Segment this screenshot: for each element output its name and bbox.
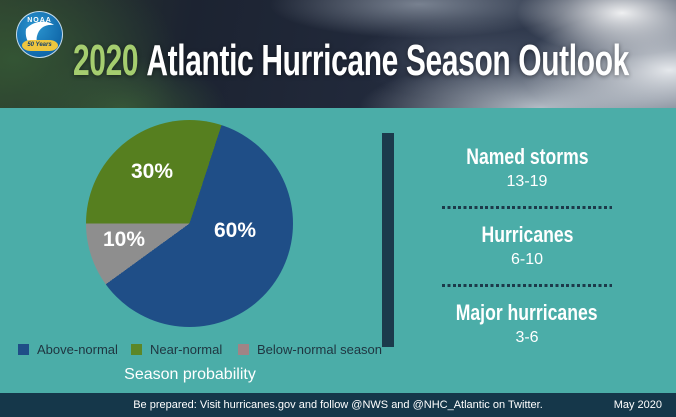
- title-rest: Atlantic Hurricane Season Outlook: [146, 36, 629, 85]
- legend-item-near-normal: Near-normal: [131, 342, 222, 357]
- chart-caption: Season probability: [124, 366, 256, 383]
- page-title: 2020 Atlantic Hurricane Season Outlook: [73, 36, 629, 86]
- noaa-logo: NOAA 50 Years: [16, 11, 63, 58]
- stat-label-hurricanes: Hurricanes: [481, 222, 573, 247]
- legend-label: Below-normal season: [257, 342, 383, 357]
- legend-swatch-below-normal: [238, 344, 249, 355]
- legend-item-below-normal: Below-normal season: [238, 342, 382, 357]
- legend-label: Above-normal: [37, 342, 118, 357]
- legend-label: Near-normal: [150, 342, 223, 357]
- vertical-divider: [382, 133, 394, 347]
- satellite-banner: NOAA 50 Years 2020 Atlantic Hurricane Sea…: [0, 0, 676, 108]
- season-probability-pie-chart: 60% 30% 10%: [86, 120, 293, 327]
- title-year: 2020: [73, 36, 139, 85]
- stat-label-named-storms: Named storms: [465, 144, 589, 169]
- noaa-logo-text: NOAA: [27, 17, 52, 24]
- noaa-50-years-banner: 50 Years: [21, 40, 58, 51]
- stat-range-hurricanes: 6-10: [510, 251, 544, 268]
- stat-range-named-storms: 13-19: [506, 173, 548, 190]
- legend-item-above-normal: Above-normal: [18, 342, 118, 357]
- outlook-stats: Named storms 13-19 Hurricanes 6-10 Major…: [386, 108, 668, 393]
- stat-label-major-hurricanes: Major hurricanes: [456, 300, 598, 325]
- pie-slice-label-above-normal: 60%: [213, 219, 257, 242]
- dotted-separator: [442, 206, 612, 209]
- pie-slice-label-near-normal: 30%: [130, 160, 174, 183]
- seagull-icon: [25, 21, 54, 51]
- legend-swatch-near-normal: [131, 344, 142, 355]
- footer-bar: Be prepared: Visit hurricanes.gov and fo…: [0, 393, 676, 417]
- main-content: 60% 30% 10% Above-normal Near-normal Bel…: [0, 108, 676, 393]
- stat-range-major-hurricanes: 3-6: [515, 329, 539, 346]
- legend-swatch-above-normal: [18, 344, 29, 355]
- footer-date: May 2020: [613, 399, 662, 411]
- pie-slice-label-below-normal: 10%: [102, 228, 146, 251]
- footer-message: Be prepared: Visit hurricanes.gov and fo…: [133, 399, 543, 411]
- dotted-separator: [442, 284, 612, 287]
